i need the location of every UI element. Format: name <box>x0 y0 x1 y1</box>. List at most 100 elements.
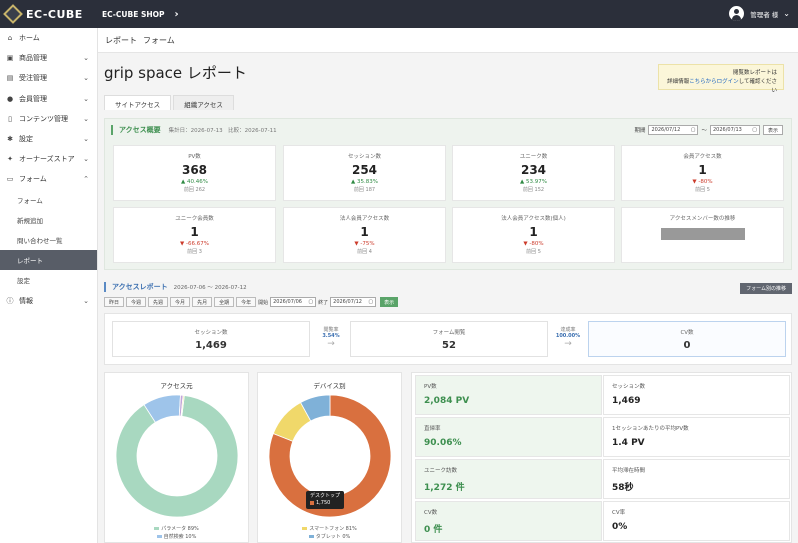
stat-label: 直帰率 <box>424 426 441 432</box>
sidebar-item-form[interactable]: ▭ フォーム ⌃ <box>0 169 97 189</box>
donut-slice-その他B[interactable] <box>180 394 185 417</box>
tooltip-value: 1,750 <box>316 500 331 506</box>
sidebar-subitem-report[interactable]: レポート <box>0 250 97 271</box>
device-title: デバイス別 <box>313 382 346 390</box>
metric-change: ▲ 35.83% <box>351 179 378 185</box>
info-icon: ⓘ <box>6 296 14 305</box>
stat-value: 1,469 <box>612 396 641 406</box>
logo-mark-icon <box>3 4 23 24</box>
logo[interactable]: EC-CUBE <box>0 4 98 24</box>
metric-member-trend: アクセスメンバー数の推移 <box>621 207 784 263</box>
quick-range-button[interactable]: 今月 <box>170 297 191 307</box>
rate-value: 3.54% <box>322 333 340 339</box>
summary-date-to[interactable]: 2026/07/13 ▢ <box>709 125 760 135</box>
metric-value: 1 <box>360 225 369 239</box>
sidebar-item-home[interactable]: ⌂ ホーム <box>0 28 97 48</box>
user-menu[interactable]: 管理者 様 ⌄ <box>729 6 790 21</box>
report-tabs: サイトアクセス 組織アクセス <box>104 95 236 110</box>
funnel-rate-view: 閲覧率 3.54% → <box>314 326 348 349</box>
user-name: 管理者 様 <box>750 10 779 19</box>
sidebar-subitem-form[interactable]: フォーム <box>0 190 97 210</box>
report-header: アクセスレポート 2026-07-06 ～ 2026-07-12 <box>104 282 247 292</box>
stat-label: セッション数 <box>612 384 646 390</box>
summary-date-from[interactable]: 2026/07/12 ▢ <box>648 125 699 135</box>
tab-site-access[interactable]: サイトアクセス <box>104 95 172 110</box>
quick-range-button[interactable]: 昨日 <box>104 297 125 307</box>
sidebar-subitem-inquiries[interactable]: 問い合わせ一覧 <box>0 230 97 250</box>
sidebar-subitem-settings[interactable]: 設定 <box>0 270 97 290</box>
sidebar-item-label: コンテンツ管理 <box>19 114 68 123</box>
donut-slice-パラメータ[interactable] <box>115 394 239 518</box>
quick-range-button[interactable]: 先週 <box>148 297 169 307</box>
stat-cv-rate: CV率 0% <box>603 501 790 541</box>
sidebar-item-label: 会員管理 <box>19 94 47 103</box>
metric-label: 法人会員アクセス数 <box>339 216 390 222</box>
stat-label: PV数 <box>424 384 437 390</box>
sidebar-item-info[interactable]: ⓘ 情報 ⌄ <box>0 290 97 310</box>
stats-grid: PV数 2,084 PV セッション数 1,469 直帰率 90.06% 1セッション… <box>411 372 792 543</box>
access-source-title: アクセス元 <box>160 382 193 390</box>
file-icon: ▯ <box>8 114 12 123</box>
report-apply-button[interactable]: 表示 <box>380 297 399 307</box>
breadcrumb-report: レポート <box>105 35 137 45</box>
metric-value: 1 <box>190 225 199 239</box>
breadcrumb-form: フォーム <box>143 35 175 45</box>
sidebar-item-label: 商品管理 <box>19 54 47 63</box>
gear-icon: ✱ <box>7 135 13 144</box>
tab-org-access[interactable]: 組織アクセス <box>173 95 234 110</box>
stat-label: 1セッションあたりの平均PV数 <box>612 426 689 432</box>
funnel-value: 52 <box>442 340 456 351</box>
legend-item: スマートフォン 81% <box>258 525 401 533</box>
summary-header: アクセス概要 集計日：2026-07-13 比較：2026-07-11 <box>111 125 277 135</box>
summary-apply-button[interactable]: 表示 <box>762 125 783 135</box>
stat-value: 1,272 件 <box>424 483 465 493</box>
report-date-from[interactable]: 2026/07/06 ▢ <box>270 297 317 307</box>
form-trend-button[interactable]: フォーム別の推移 <box>740 283 792 294</box>
notice-login-link[interactable]: こちらからログイン <box>689 79 739 85</box>
device-legend: スマートフォン 81% タブレット 0% <box>258 525 401 541</box>
quick-range-button[interactable]: 今年 <box>236 297 257 307</box>
sidebar-subitem-new[interactable]: 新規追加 <box>0 210 97 230</box>
sidebar-item-customers[interactable]: ● 会員管理 ⌄ <box>0 89 97 109</box>
metric-value: 254 <box>351 163 378 177</box>
home-icon: ⌂ <box>7 34 13 43</box>
metric-change: ▼ -80% <box>692 179 713 185</box>
notice-prefix: 詳細情報 <box>667 79 690 85</box>
sidebar-item-label: ホーム <box>19 34 40 43</box>
stat-pv: PV数 2,084 PV <box>415 375 602 415</box>
rate-value: 100.00% <box>555 333 581 339</box>
funnel-label: セッション数 <box>194 330 228 336</box>
metric-value: 368 <box>181 163 208 177</box>
sidebar: ⌂ ホーム ▣ 商品管理 ⌄ ▤ 受注管理 ⌄ ● 会員管理 ⌄ ▯ コンテンツ管理 ⌄ ✱ 設定 ⌄… <box>0 28 98 543</box>
report-date-to[interactable]: 2026/07/12 ▢ <box>330 297 377 307</box>
shop-name: EC-CUBE SHOP <box>102 9 165 19</box>
sidebar-item-products[interactable]: ▣ 商品管理 ⌄ <box>0 48 97 68</box>
conversion-funnel: セッション数 1,469 閲覧率 3.54% → フォーム閲覧 52 達成率 1… <box>104 313 792 365</box>
donut-slice-タブレット[interactable] <box>300 394 331 422</box>
sidebar-item-settings[interactable]: ✱ 設定 ⌄ <box>0 129 97 149</box>
sidebar-item-contents[interactable]: ▯ コンテンツ管理 ⌄ <box>0 109 97 129</box>
cart-icon: ▤ <box>6 74 14 83</box>
summary-range: 期間 2026/07/12 ▢ ～ 2026/07/13 ▢ 表示 <box>634 125 783 135</box>
funnel-rate-complete: 達成率 100.00% → <box>551 326 585 349</box>
legend-item: パラメータ 89% <box>105 525 248 533</box>
shop-switcher[interactable]: EC-CUBE SHOP › <box>102 9 179 20</box>
range-to-label: ～ <box>701 128 707 134</box>
device-card: デバイス別 デスクトップ 1,750 スマートフォン 81% タブレット 0% <box>257 372 402 543</box>
users-icon: ● <box>6 94 14 103</box>
funnel-label: フォーム閲覧 <box>432 330 466 336</box>
access-source-legend: パラメータ 89% 自然検索 10% <box>105 525 248 541</box>
summary-title: アクセス概要 <box>119 126 161 134</box>
plug-icon: ✦ <box>7 155 13 164</box>
chevron-down-icon: ⌄ <box>83 155 89 164</box>
donut-slice-デスクトップ[interactable] <box>268 394 392 518</box>
sidebar-item-orders[interactable]: ▤ 受注管理 ⌄ <box>0 68 97 88</box>
legend-label: 自然検索 10% <box>163 534 197 540</box>
stat-unique: ユニーク訪数 1,272 件 <box>415 459 602 499</box>
quick-range-button[interactable]: 全期 <box>214 297 235 307</box>
quick-range-button[interactable]: 先月 <box>192 297 213 307</box>
quick-range-button[interactable]: 今週 <box>126 297 147 307</box>
chevron-down-icon: ⌄ <box>83 74 89 83</box>
sidebar-item-owners-store[interactable]: ✦ オーナーズストア ⌄ <box>0 149 97 169</box>
sidebar-item-label: フォーム <box>19 175 47 184</box>
